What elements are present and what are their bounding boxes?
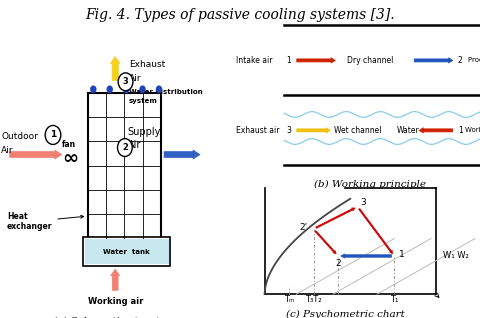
Text: 3: 3 <box>360 198 366 207</box>
Text: Wet channel: Wet channel <box>334 126 381 135</box>
Text: 2: 2 <box>335 259 341 268</box>
Text: Fig. 4. Types of passive cooling systems [3].: Fig. 4. Types of passive cooling systems… <box>85 8 395 22</box>
Text: 3: 3 <box>287 126 291 135</box>
Text: W₁ W₂: W₁ W₂ <box>444 252 469 260</box>
Circle shape <box>139 86 146 93</box>
Text: Product air: Product air <box>468 58 480 63</box>
Text: ∞: ∞ <box>62 149 78 168</box>
Bar <box>83 237 170 266</box>
Circle shape <box>45 125 61 144</box>
Text: Intake air: Intake air <box>237 56 273 65</box>
Text: Tₘ: Tₘ <box>284 295 294 304</box>
Text: Working air: Working air <box>87 297 143 306</box>
Text: 1: 1 <box>287 56 291 65</box>
Text: T₃T₂: T₃T₂ <box>305 295 322 304</box>
Text: Exhaust: Exhaust <box>129 60 165 70</box>
Bar <box>85 239 168 264</box>
Text: Water  tank: Water tank <box>103 249 150 255</box>
Text: 2: 2 <box>458 56 463 65</box>
Text: Water: Water <box>397 126 420 135</box>
Text: Exhaust air: Exhaust air <box>237 126 280 135</box>
Text: Heat
exchanger: Heat exchanger <box>7 212 84 232</box>
Text: (b) Working principle: (b) Working principle <box>314 180 426 189</box>
Circle shape <box>123 86 130 93</box>
Text: (a) Schematic structure: (a) Schematic structure <box>53 317 177 318</box>
Text: fan: fan <box>62 140 76 149</box>
Text: system: system <box>129 98 158 104</box>
Text: 2: 2 <box>122 143 128 152</box>
Text: (c) Psychometric chart: (c) Psychometric chart <box>286 310 405 318</box>
Text: Water distribution: Water distribution <box>129 89 203 94</box>
Circle shape <box>118 73 133 91</box>
Text: 2': 2' <box>300 223 307 232</box>
Circle shape <box>118 139 132 156</box>
Bar <box>87 93 161 238</box>
Circle shape <box>90 86 96 93</box>
Text: 1: 1 <box>458 126 463 135</box>
Text: Dry channel: Dry channel <box>347 56 393 65</box>
Text: Supply: Supply <box>128 127 161 137</box>
Circle shape <box>107 86 113 93</box>
Text: 1: 1 <box>50 130 56 140</box>
Text: Air: Air <box>129 74 142 84</box>
Text: T₁: T₁ <box>390 295 398 304</box>
Text: Working air: Working air <box>465 128 480 133</box>
Text: Outdoor: Outdoor <box>1 132 38 141</box>
Circle shape <box>156 86 162 93</box>
Text: Air: Air <box>128 140 141 150</box>
Text: 1: 1 <box>399 250 405 259</box>
Text: Air: Air <box>1 146 13 155</box>
Text: 3: 3 <box>123 77 129 86</box>
